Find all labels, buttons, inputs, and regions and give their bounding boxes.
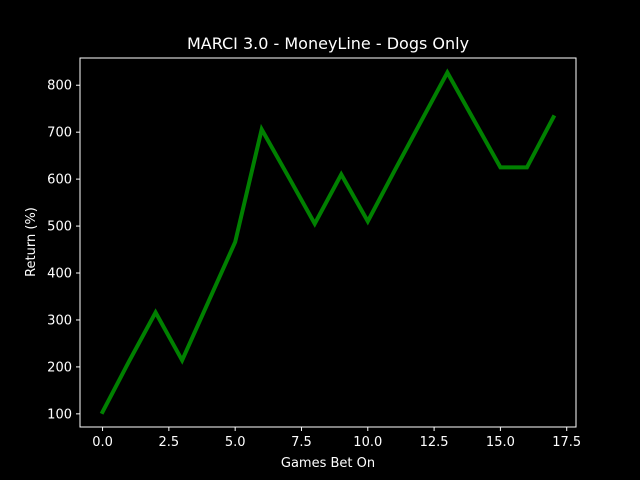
y-tick-label: 100 <box>47 407 72 422</box>
x-tick-label: 12.5 <box>420 435 449 450</box>
x-axis-label: Games Bet On <box>281 456 375 471</box>
y-axis-label: Return (%) <box>24 207 39 277</box>
x-tick-label: 15.0 <box>486 435 515 450</box>
y-tick-label: 600 <box>47 173 72 188</box>
plot-area <box>99 68 557 415</box>
x-tick-label: 10.0 <box>353 435 382 450</box>
y-tick-label: 300 <box>47 313 72 328</box>
chart-title: MARCI 3.0 - MoneyLine - Dogs Only <box>187 34 469 53</box>
x-tick-label: 7.5 <box>291 435 312 450</box>
y-tick-label: 400 <box>47 267 72 282</box>
series-line-0 <box>99 68 557 415</box>
y-tick-label: 800 <box>47 79 72 94</box>
plot-frame <box>79 57 577 428</box>
y-tick-label: 500 <box>47 220 72 235</box>
x-tick-label: 2.5 <box>159 435 180 450</box>
x-tick-label: 5.0 <box>225 435 246 450</box>
x-axis: 0.0 2.5 5.0 7.5 10.0 12.5 15.0 17.5 <box>92 427 581 450</box>
x-tick-label: 0.0 <box>92 435 113 450</box>
y-tick-label: 700 <box>47 126 72 141</box>
y-axis: 100 200 300 400 500 600 700 800 <box>47 79 80 422</box>
x-tick-label: 17.5 <box>552 435 581 450</box>
y-tick-label: 200 <box>47 360 72 375</box>
